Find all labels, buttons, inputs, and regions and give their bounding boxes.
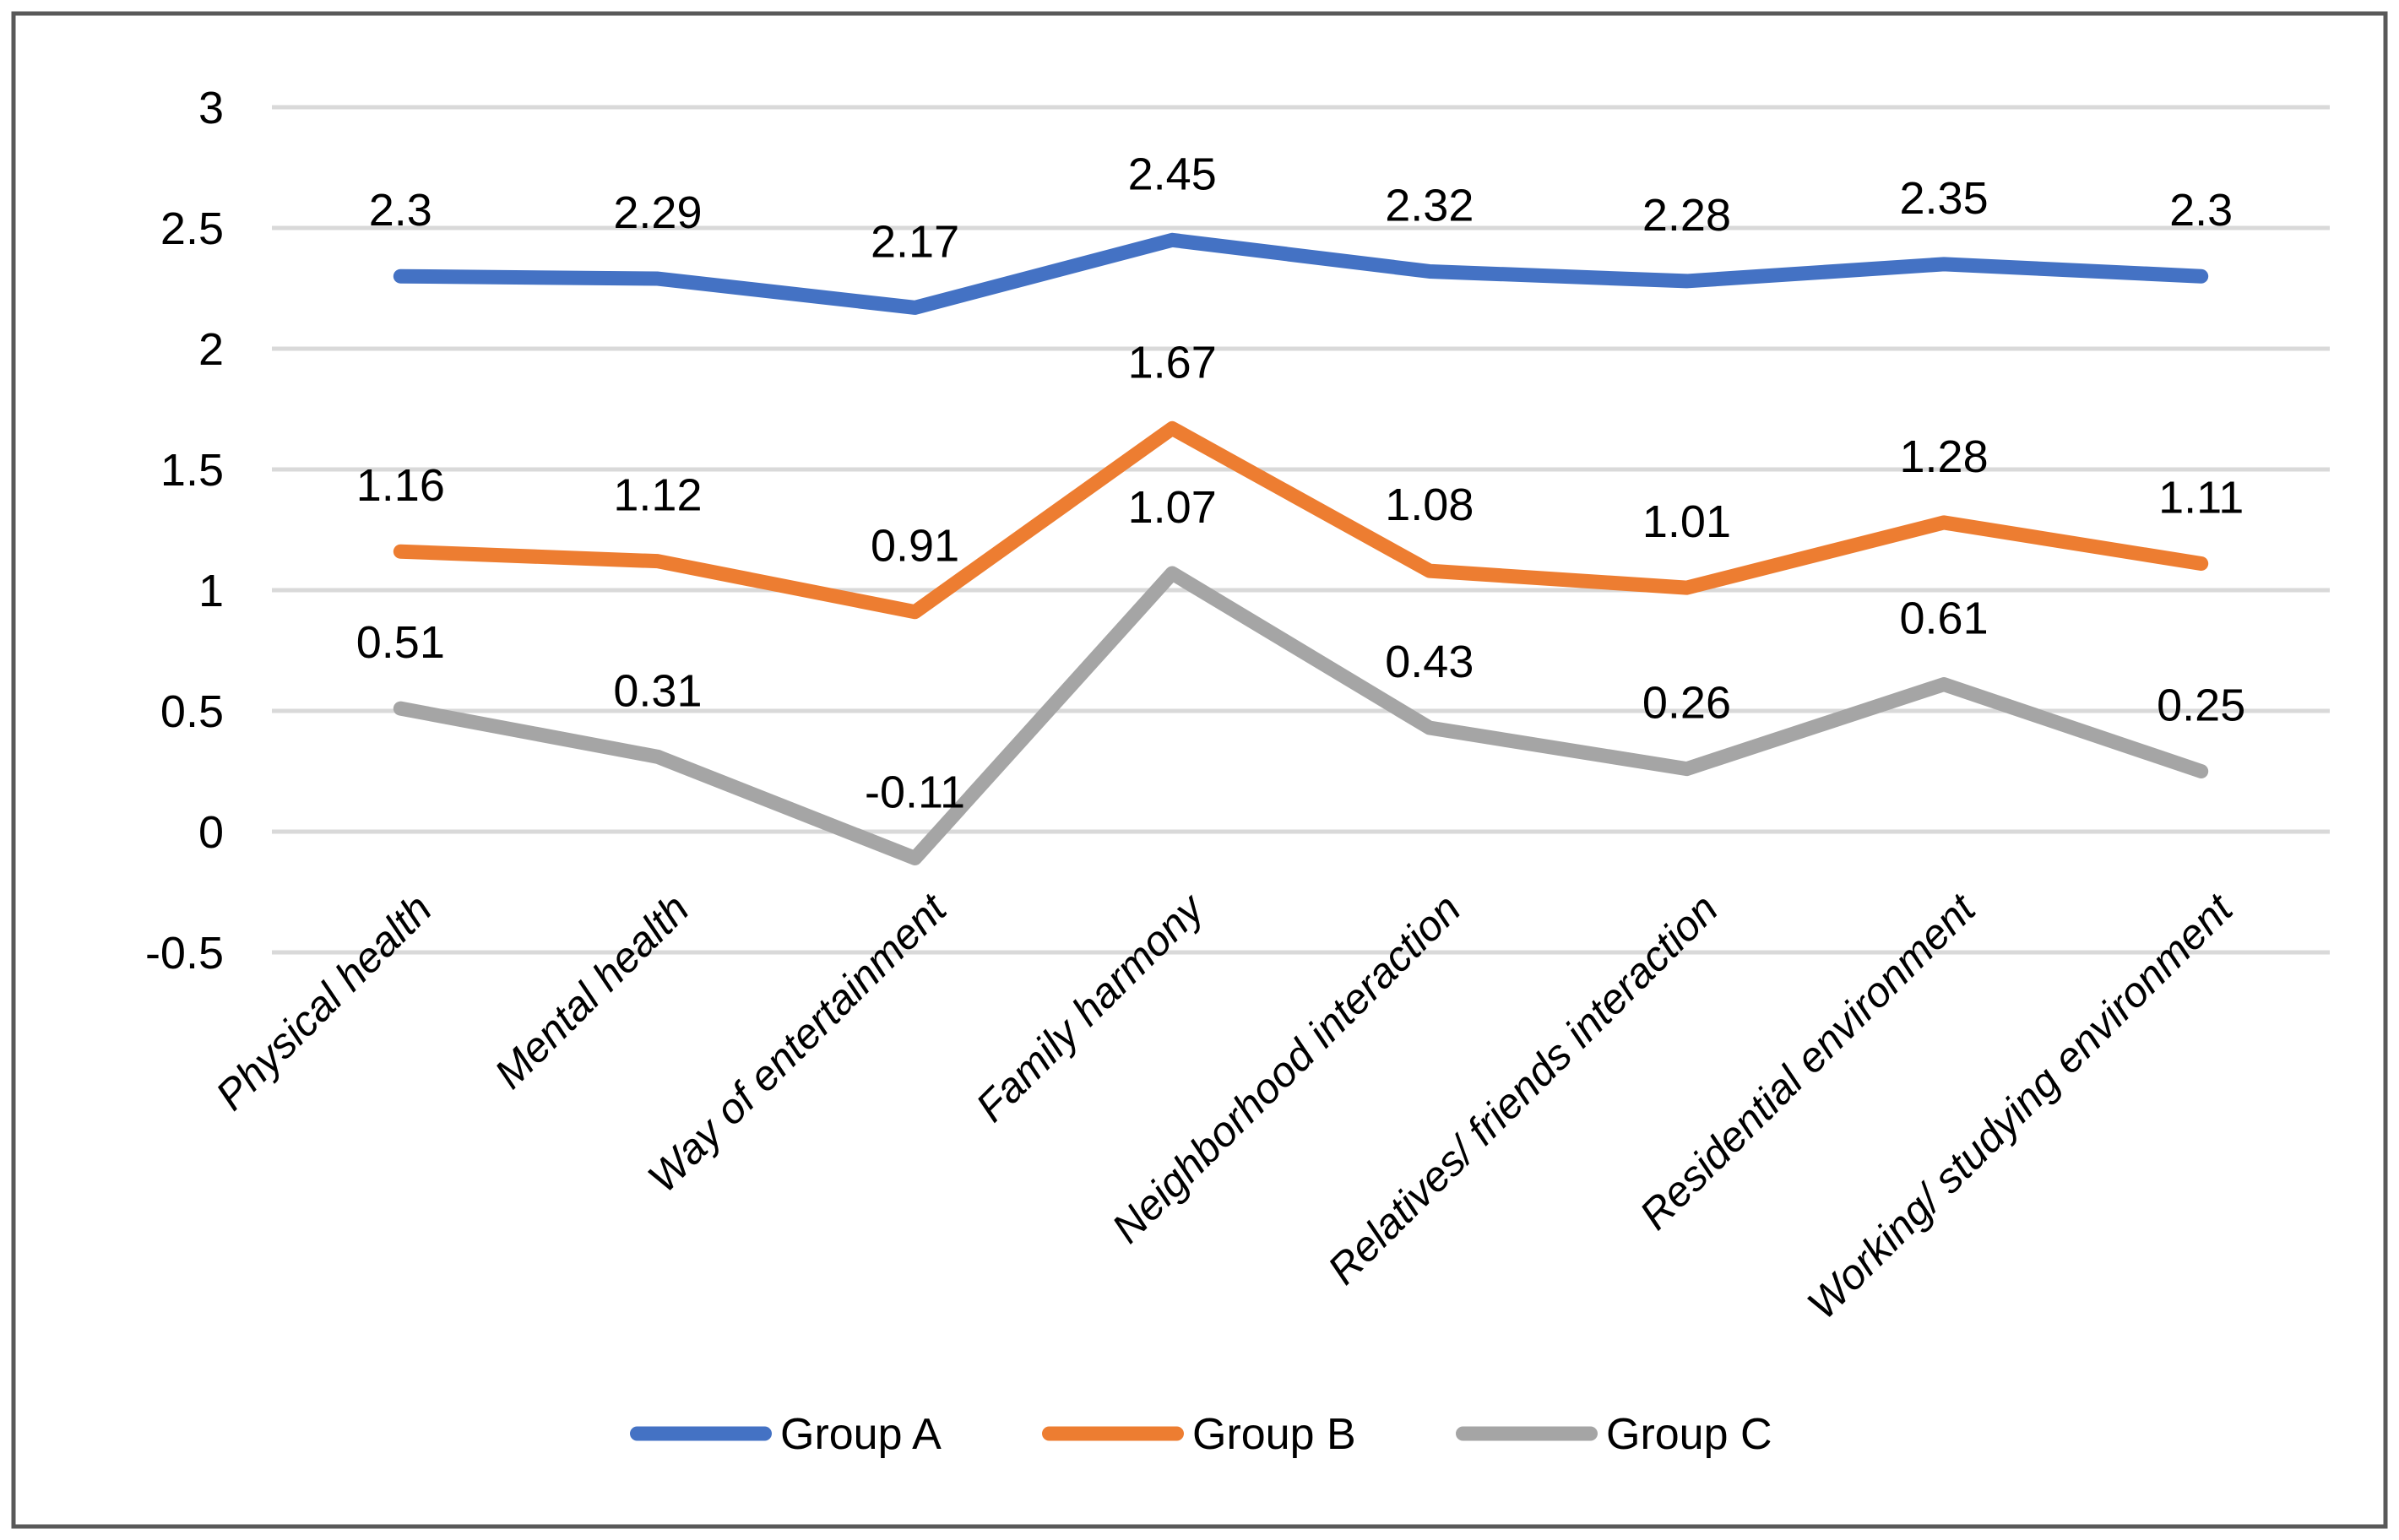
- data-label: 0.43: [1385, 637, 1474, 687]
- data-label: 2.17: [871, 216, 959, 267]
- data-label: 2.3: [369, 185, 432, 236]
- y-axis-tick-label: 0.5: [160, 686, 224, 737]
- data-label: 1.01: [1642, 496, 1731, 547]
- data-label: 2.35: [1900, 173, 1989, 224]
- legend-swatch-group-c: [1456, 1426, 1598, 1441]
- series-line-group-a: [393, 232, 2209, 315]
- y-axis-tick-label: 3: [198, 83, 224, 133]
- legend-swatch-group-b: [1042, 1426, 1184, 1441]
- data-label: 0.31: [613, 665, 702, 716]
- data-label: 1.08: [1385, 480, 1474, 530]
- data-label: 0.26: [1642, 678, 1731, 729]
- series-line-group-b: [393, 420, 2209, 620]
- x-axis-category-label: Mental health: [486, 885, 698, 1098]
- legend-item-group-a: Group A: [630, 1410, 942, 1459]
- x-axis-category-label: Physical health: [207, 885, 441, 1119]
- y-axis-tick-label: 1.5: [160, 445, 224, 496]
- data-label: 1.12: [613, 470, 702, 521]
- data-label: 1.28: [1900, 431, 1989, 482]
- data-label: 1.67: [1128, 337, 1217, 388]
- data-label: 0.25: [2157, 681, 2245, 731]
- data-label: 0.61: [1900, 594, 1989, 644]
- legend-label: Group C: [1606, 1410, 1772, 1459]
- figure-border: [11, 11, 2388, 1529]
- x-axis-category-label: Way of entertainment: [638, 884, 956, 1201]
- legend: Group A Group B Group C: [630, 1410, 1772, 1459]
- data-label: 2.32: [1385, 180, 1474, 230]
- legend-item-group-b: Group B: [1042, 1410, 1356, 1459]
- data-label: 2.29: [613, 187, 702, 238]
- legend-swatch-group-a: [630, 1426, 772, 1441]
- legend-label: Group B: [1192, 1410, 1356, 1459]
- y-axis-tick-label: -0.5: [145, 928, 224, 979]
- series-line-group-c: [393, 566, 2209, 865]
- legend-item-group-c: Group C: [1456, 1410, 1772, 1459]
- data-label: -0.11: [865, 767, 965, 817]
- data-label: 0.91: [871, 521, 959, 572]
- legend-label: Group A: [780, 1410, 942, 1459]
- x-axis-category-label: Family harmony: [967, 883, 1214, 1131]
- y-axis-tick-label: 0: [198, 807, 224, 858]
- y-axis-tick-label: 1: [198, 566, 224, 616]
- data-label: 2.28: [1642, 190, 1731, 241]
- data-label: 2.3: [2169, 185, 2233, 236]
- data-label: 0.51: [356, 617, 445, 668]
- data-label: 2.45: [1128, 149, 1217, 199]
- data-label: 1.16: [356, 460, 445, 511]
- data-label: 1.11: [2158, 473, 2244, 523]
- data-label: 1.07: [1128, 482, 1217, 533]
- y-axis-tick-label: 2: [198, 324, 224, 375]
- y-axis-tick-label: 2.5: [160, 203, 224, 254]
